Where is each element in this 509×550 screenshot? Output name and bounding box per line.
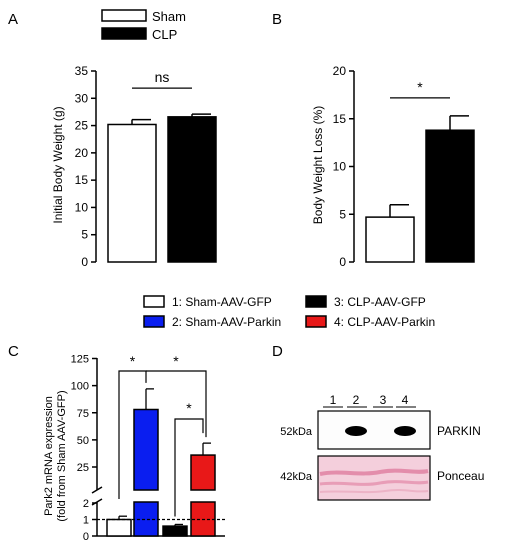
chart-c-y-tick-label: 25	[77, 462, 89, 474]
chart-c-y-tick-label: 100	[71, 381, 89, 393]
chart-a-bar-sham	[107, 123, 157, 263]
chart-c-y-tick-label: 125	[71, 354, 89, 366]
chart-a: 0 5 10 15 20 25 30 35 ns	[75, 64, 217, 269]
chart-c-y-tick-label: 50	[77, 435, 89, 447]
chart-b-y-tick-label: 5	[339, 207, 346, 221]
legend-label-clp: CLP	[152, 27, 177, 42]
legend-ab: Sham CLP	[101, 9, 186, 42]
parkin-marker: 52kDa	[280, 426, 313, 438]
ponceau-marker: 42kDa	[280, 471, 313, 483]
legend-swatch-1	[143, 295, 165, 308]
legend-label-3: 3: CLP-AAV-GFP	[334, 295, 426, 309]
chart-c-bar-2-upper	[133, 408, 159, 491]
chart-b: 0 5 10 15 20 *	[333, 64, 475, 269]
legend-label-4: 4: CLP-AAV-Parkin	[334, 315, 435, 329]
panel-label-a: A	[8, 11, 18, 28]
legend-swatch-2	[143, 315, 165, 328]
legend-swatch-3	[305, 295, 327, 308]
chart-c-ylabel-line1: Park2 mRNA expression	[43, 396, 55, 516]
lane-label-1: 1	[330, 393, 337, 407]
chart-a-bar-clp	[167, 116, 217, 263]
chart-b-bar-sham	[365, 216, 415, 263]
chart-b-bar-clp	[425, 129, 475, 263]
chart-a-ylabel: Initial Body Weight (g)	[51, 106, 65, 223]
ponceau-band-1	[319, 468, 429, 476]
chart-c-y-tick-label: 75	[77, 408, 89, 420]
parkin-bands	[345, 426, 416, 436]
chart-a-significance: ns	[155, 69, 170, 85]
chart-a-y-tick-label: 10	[75, 200, 89, 214]
chart-c-significance-bracket-2-4	[146, 370, 207, 438]
chart-a-y-tick-label: 15	[75, 173, 89, 187]
chart-c-significance-bracket-3-4	[174, 418, 204, 517]
chart-c-bar-1	[106, 518, 132, 537]
chart-c-y-tick-label: 0	[83, 531, 89, 543]
chart-c-y-tick-label: 2	[83, 498, 89, 510]
ponceau-label: Ponceau	[437, 469, 484, 483]
legend-label-1: 1: Sham-AAV-GFP	[172, 295, 272, 309]
chart-b-significance: *	[417, 79, 423, 95]
parkin-label: PARKIN	[437, 424, 481, 438]
chart-b-y-tick-label: 10	[333, 160, 347, 174]
parkin-band-lane-4	[394, 426, 416, 436]
chart-a-y-tick-label: 0	[81, 255, 88, 269]
chart-a-y-tick-label: 25	[75, 119, 89, 133]
chart-b-ylabel: Body Weight Loss (%)	[311, 106, 325, 225]
ponceau-stain	[317, 455, 431, 501]
chart-a-y-tick-label: 5	[81, 228, 88, 242]
lane-label-3: 3	[380, 393, 387, 407]
legend-swatch-sham	[101, 9, 147, 22]
chart-c-bar-3	[162, 525, 188, 537]
chart-c-significance-2-4: *	[173, 353, 179, 369]
chart-b-y-tick-label: 15	[333, 112, 347, 126]
legend-label-sham: Sham	[152, 9, 186, 24]
chart-a-y-tick-label: 20	[75, 146, 89, 160]
chart-c-significance-1-2: *	[130, 353, 136, 369]
lane-label-2: 2	[353, 393, 360, 407]
legend-label-2: 2: Sham-AAV-Parkin	[172, 315, 281, 329]
chart-c: 0 1 2 25 50 75 100 125 * * *	[71, 353, 225, 543]
panel-label-d: D	[272, 343, 283, 360]
lane-label-4: 4	[402, 393, 409, 407]
legend-swatch-clp	[101, 27, 147, 40]
chart-a-y-tick-label: 35	[75, 64, 89, 78]
legend-swatch-4	[305, 315, 327, 328]
ponceau-band-2	[319, 480, 429, 486]
chart-c-axis-break	[91, 498, 103, 506]
chart-a-y-tick-label: 30	[75, 91, 89, 105]
ponceau-band-3	[319, 489, 429, 494]
legend-cd: 1: Sham-AAV-GFP 3: CLP-AAV-GFP 2: Sham-A…	[143, 295, 435, 329]
chart-b-y-tick-label: 20	[333, 64, 347, 78]
chart-c-significance-3-4: *	[186, 400, 192, 416]
chart-c-axis-break	[91, 486, 103, 494]
parkin-band-lane-2	[345, 426, 367, 436]
chart-c-ylabel-line2: (fold from Sham AAV-GFP)	[56, 390, 68, 521]
chart-c-y-tick-label: 1	[83, 515, 89, 527]
western-blot: 1 2 3 4 52kDa PARKIN 42kDa Ponceau	[280, 393, 484, 501]
panel-label-b: B	[272, 11, 282, 28]
chart-c-bar-4-upper	[190, 454, 216, 491]
panel-label-c: C	[8, 343, 19, 360]
chart-c-significance-bracket-1-2	[118, 370, 147, 499]
chart-b-y-tick-label: 0	[339, 255, 346, 269]
